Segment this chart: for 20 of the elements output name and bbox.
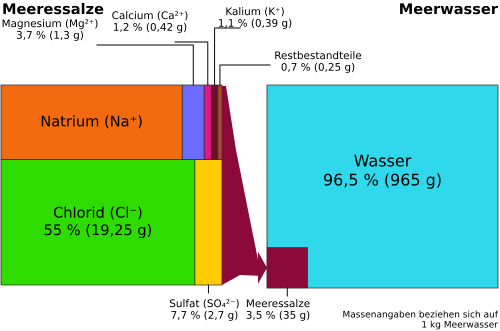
text: Meeressalze — [3, 2, 104, 14]
data-label: 3,5 % (35 g) — [246, 310, 310, 321]
category-label: Kalium (K⁺) — [226, 7, 284, 16]
category-label: Sulfat (SO₄²⁻) — [170, 299, 239, 308]
data-label: 7,7 % (2,7 g) — [171, 310, 238, 321]
category-label: Meeressalze — [246, 299, 310, 308]
data-label: 3,7 % (1,3 g) — [16, 30, 83, 41]
category-label: Magnesium (Mg²⁺) — [2, 19, 98, 30]
data-label: 0,7 % (0,25 g) — [282, 62, 354, 73]
data-label: 1,2 % (0,42 g) — [114, 22, 186, 33]
category-label: Wasser — [354, 154, 412, 167]
data-label: 96,5 % (965 g) — [324, 173, 441, 189]
category-label: Natrium (Na⁺) — [42, 115, 142, 128]
category-label: Calcium (Ca²⁺) — [112, 11, 188, 20]
data-label: 55 % (19,25 g) — [44, 224, 152, 238]
data-label: 1,1 % (0,39 g) — [218, 18, 292, 29]
text: Meerwasser — [400, 3, 498, 14]
category-label: Restbestandteile — [275, 51, 362, 60]
category-label: Chlorid (Cl⁻) — [54, 206, 142, 220]
text: Massenangaben beziehen sich auf 1 kg Meerwasser — [343, 310, 498, 330]
